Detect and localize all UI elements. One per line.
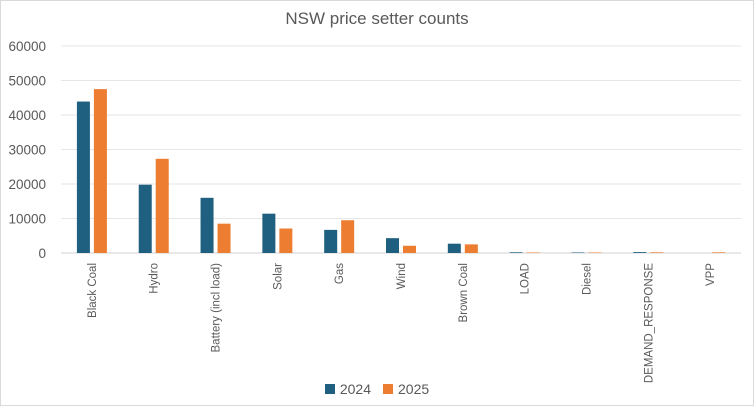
bar-2025-6 [464,244,478,253]
legend-item-2025: 2025 [383,381,429,397]
bar-2025-8 [588,252,602,253]
legend-label: 2024 [339,381,371,397]
y-tick-label: 50000 [8,74,46,89]
bar-2024-8 [571,252,585,253]
x-tick-label: VPP [705,263,717,286]
bar-2024-6 [447,243,461,253]
bar-2024-9 [633,252,647,253]
bar-2024-4 [324,229,338,253]
legend-item-2024: 2024 [324,381,371,397]
x-tick-label: DEMAND_RESPONSE [643,263,655,383]
y-tick-label: 0 [38,246,46,261]
x-tick-label: Wind [396,263,408,289]
chart-legend: 2024 2025 [1,381,753,397]
bar-2024-0 [76,101,90,253]
bar-2025-5 [403,245,416,253]
y-tick-label: 40000 [8,108,46,123]
y-tick-label: 20000 [8,177,46,192]
bar-2025-7 [526,252,540,253]
legend-label: 2025 [398,381,430,397]
bar-2025-9 [650,252,664,253]
x-tick-label: LOAD [520,263,532,294]
bar-2025-3 [279,228,293,253]
x-tick-label: Hydro [149,263,161,294]
x-tick-label: Solar [272,263,284,290]
x-tick-label: Battery (incl load) [211,263,223,353]
chart-title: NSW price setter counts [285,9,469,28]
bar-2024-7 [509,252,523,253]
x-tick-label: Diesel [581,263,593,295]
x-tick-label: Gas [334,263,346,284]
x-tick-label: Black Coal [87,263,99,318]
bar-2025-2 [217,223,231,253]
legend-swatch [324,384,335,394]
bar-2025-10 [712,252,726,253]
y-tick-label: 30000 [8,143,46,158]
bar-2025-4 [341,220,355,253]
x-tick-label: Brown Coal [458,263,470,322]
y-tick-label: 10000 [8,212,46,227]
bar-2024-2 [200,197,214,253]
legend-swatch [383,384,393,394]
bar-2025-0 [93,89,107,253]
bar-2024-3 [262,213,276,253]
y-tick-label: 60000 [8,39,46,54]
bar-2024-1 [138,184,152,253]
bar-2025-1 [155,158,169,253]
bar-2024-5 [386,238,399,253]
